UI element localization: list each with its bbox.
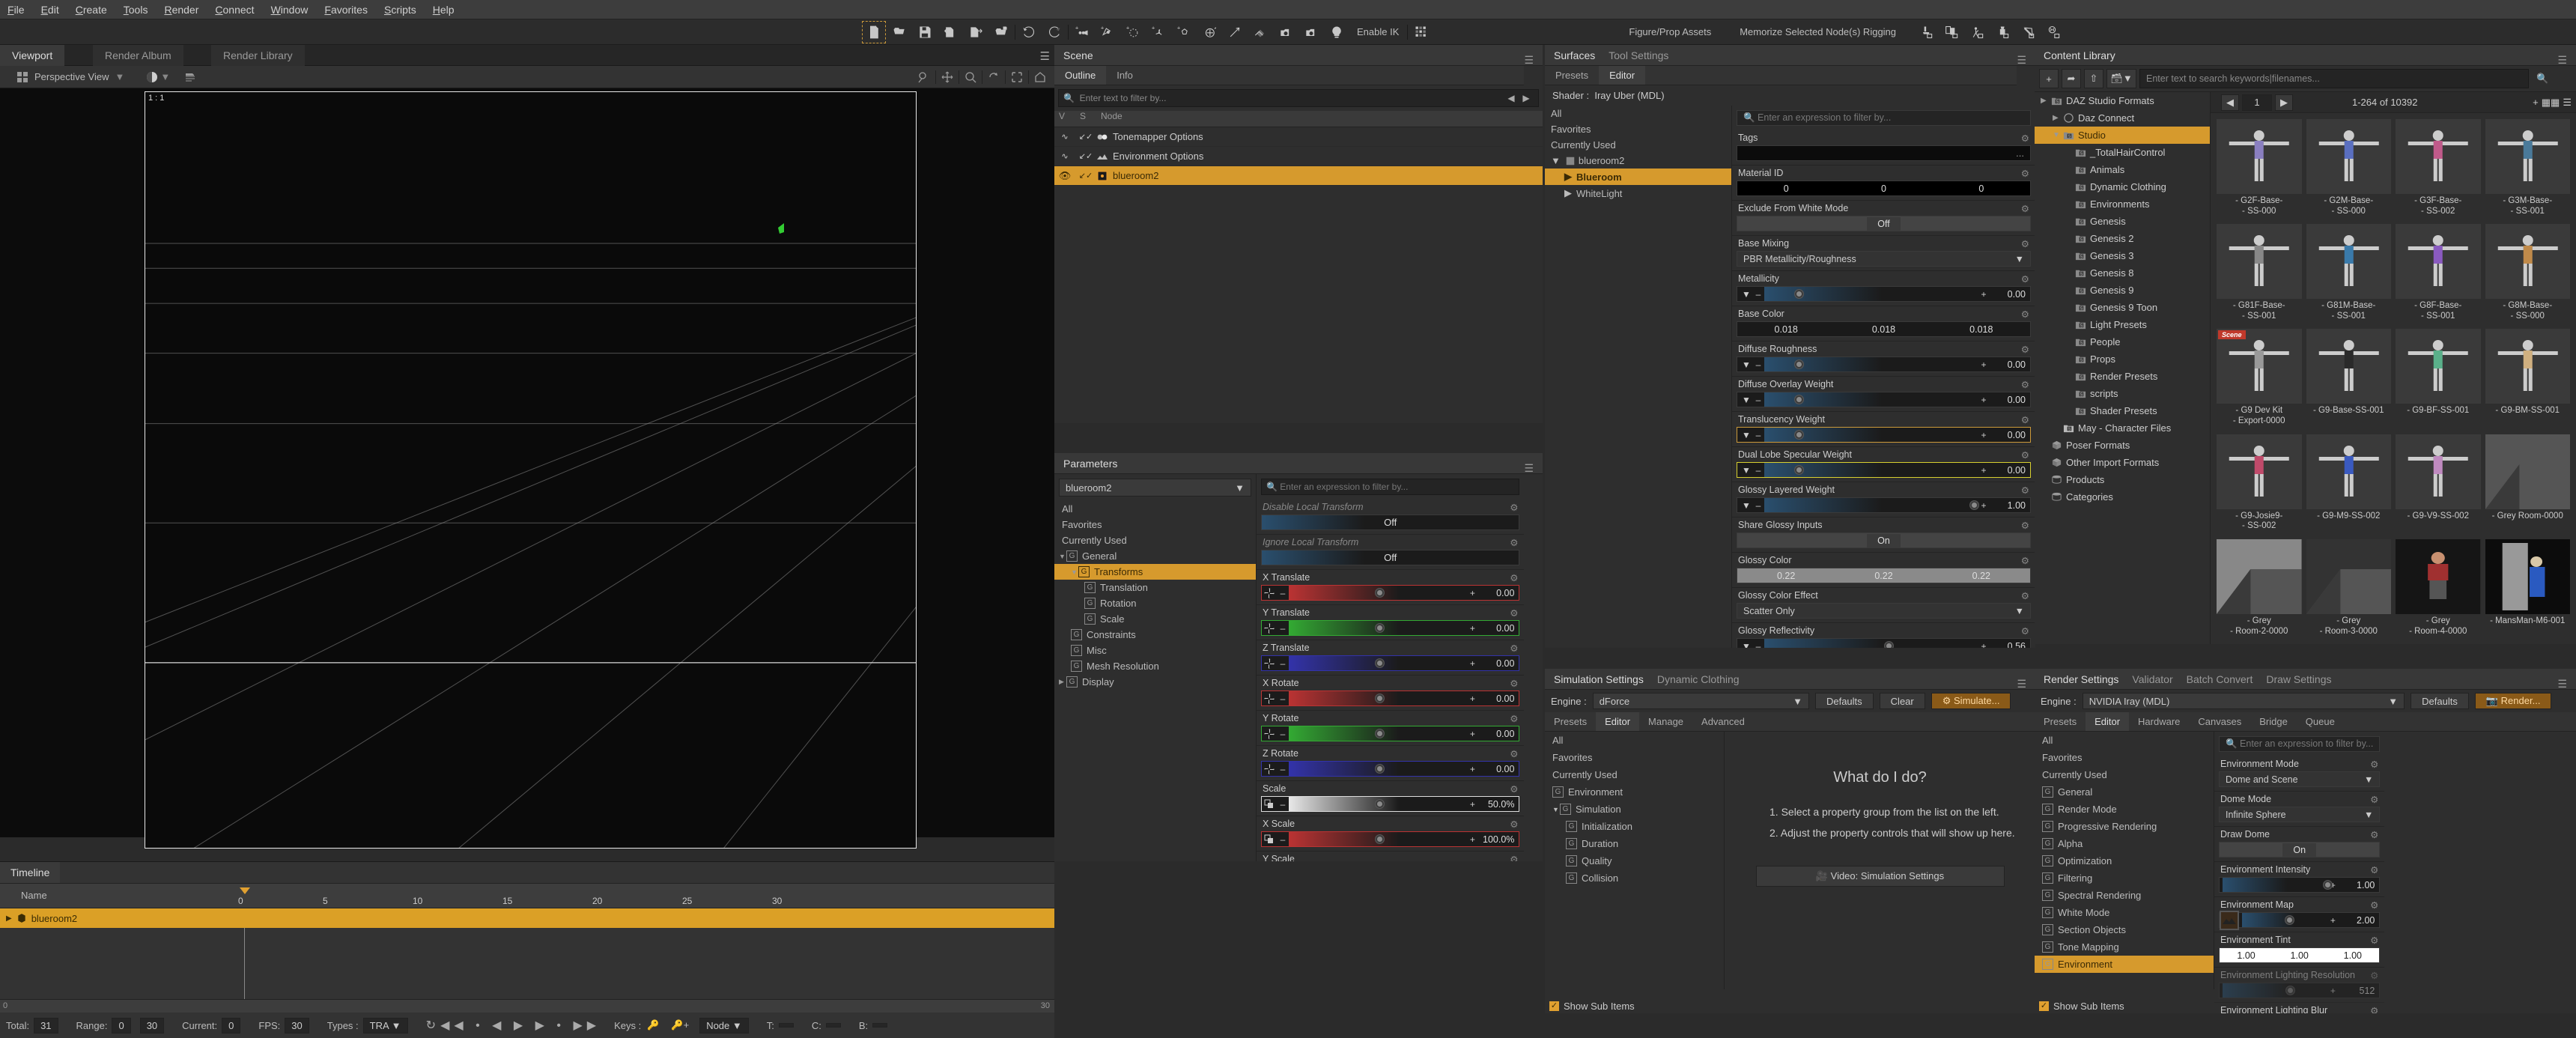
svg-text:+: + [1177, 25, 1181, 31]
svg-text:S: S [2080, 255, 2083, 259]
svg-text:S: S [2080, 358, 2083, 362]
svg-text:S: S [2080, 151, 2083, 156]
svg-text:S: S [2068, 427, 2071, 431]
svg-text:S: S [2080, 289, 2083, 294]
svg-text:S: S [2080, 220, 2083, 225]
svg-text:S: S [2080, 341, 2083, 345]
svg-text:S: S [2080, 306, 2083, 311]
svg-text:S: S [2080, 237, 2083, 242]
svg-text:S: S [2080, 324, 2083, 328]
svg-text:S: S [2080, 203, 2083, 207]
svg-text:S: S [2056, 100, 2059, 104]
svg-text:+: + [1101, 25, 1105, 31]
svg-text:+: + [1152, 25, 1155, 31]
svg-text:S: S [2068, 134, 2071, 139]
svg-text:+: + [1075, 25, 1079, 31]
svg-text:S: S [2080, 410, 2083, 414]
svg-text:S: S [2080, 375, 2083, 380]
svg-text:+: + [1126, 25, 1130, 31]
svg-text:S: S [2080, 272, 2083, 276]
svg-text:S: S [2080, 169, 2083, 173]
svg-text:S: S [2080, 392, 2083, 397]
svg-text:S: S [2080, 186, 2083, 190]
